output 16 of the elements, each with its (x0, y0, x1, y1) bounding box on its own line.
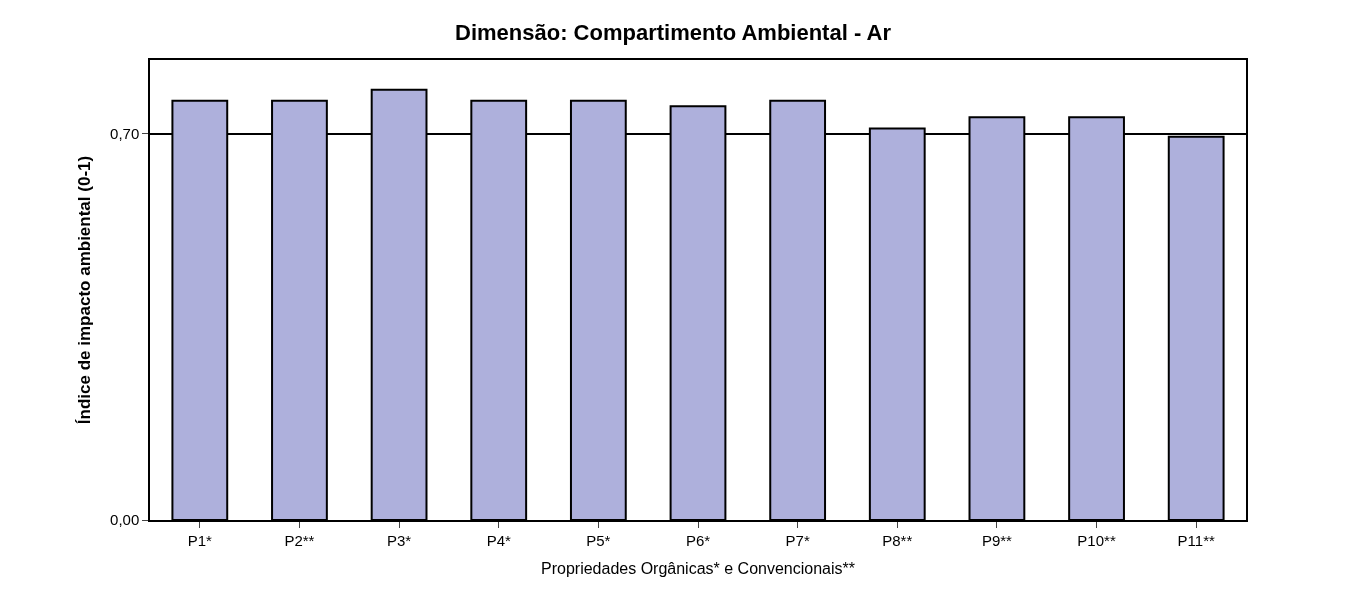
x-axis-title: Propriedades Orgânicas* e Convencionais** (541, 559, 855, 577)
x-tick-label: P3* (387, 531, 412, 549)
x-tick-label: P4* (486, 531, 511, 549)
y-tick-label: 0,00 (110, 511, 140, 529)
y-tick-label: 0,70 (110, 125, 140, 143)
x-tick-label: P2** (284, 531, 315, 549)
x-tick-label: P8** (882, 531, 913, 549)
chart-title: Dimensão: Compartimento Ambiental - Ar (455, 19, 892, 45)
x-tick-label: P5* (586, 531, 611, 549)
x-tick-label: P9** (981, 531, 1013, 549)
x-tick-label: P1* (187, 531, 213, 549)
y-axis-title: Índice de impacto ambiental (0-1) (75, 155, 95, 425)
x-tick-label: P7* (785, 531, 810, 549)
x-tick-label: P10** (1077, 531, 1116, 549)
x-tick-label: P11** (1177, 531, 1215, 549)
x-tick-label: P6* (685, 531, 711, 549)
